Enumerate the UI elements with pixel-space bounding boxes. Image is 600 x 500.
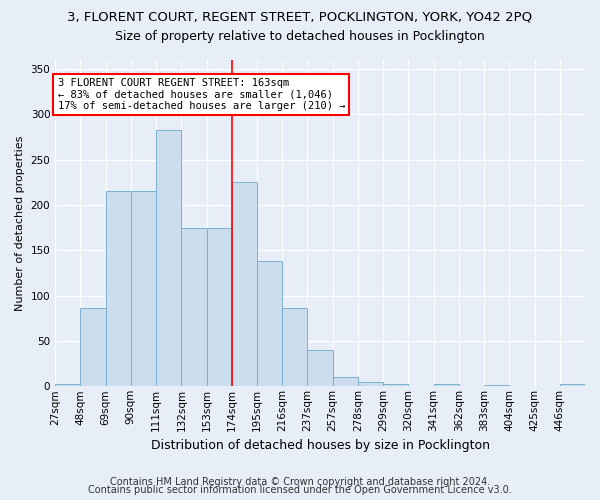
Bar	[131, 192, 156, 386]
Text: 3 FLORENT COURT REGENT STREET: 163sqm
← 83% of detached houses are smaller (1,04: 3 FLORENT COURT REGENT STREET: 163sqm ← …	[58, 78, 345, 112]
Bar	[383, 384, 409, 386]
Bar	[434, 384, 459, 386]
Bar	[181, 228, 206, 386]
Bar	[282, 308, 307, 386]
Bar	[55, 384, 80, 386]
Bar	[560, 384, 585, 386]
Bar	[106, 192, 131, 386]
Text: 3, FLORENT COURT, REGENT STREET, POCKLINGTON, YORK, YO42 2PQ: 3, FLORENT COURT, REGENT STREET, POCKLIN…	[67, 10, 533, 23]
Text: Contains HM Land Registry data © Crown copyright and database right 2024.: Contains HM Land Registry data © Crown c…	[110, 477, 490, 487]
Text: Contains public sector information licensed under the Open Government Licence v3: Contains public sector information licen…	[88, 485, 512, 495]
Y-axis label: Number of detached properties: Number of detached properties	[15, 136, 25, 311]
Text: Size of property relative to detached houses in Pocklington: Size of property relative to detached ho…	[115, 30, 485, 43]
Bar	[332, 377, 358, 386]
Bar	[358, 382, 383, 386]
Bar	[80, 308, 106, 386]
X-axis label: Distribution of detached houses by size in Pocklington: Distribution of detached houses by size …	[151, 440, 490, 452]
Bar	[232, 182, 257, 386]
Bar	[307, 350, 332, 387]
Bar	[257, 261, 282, 386]
Bar	[156, 130, 181, 386]
Bar	[206, 228, 232, 386]
